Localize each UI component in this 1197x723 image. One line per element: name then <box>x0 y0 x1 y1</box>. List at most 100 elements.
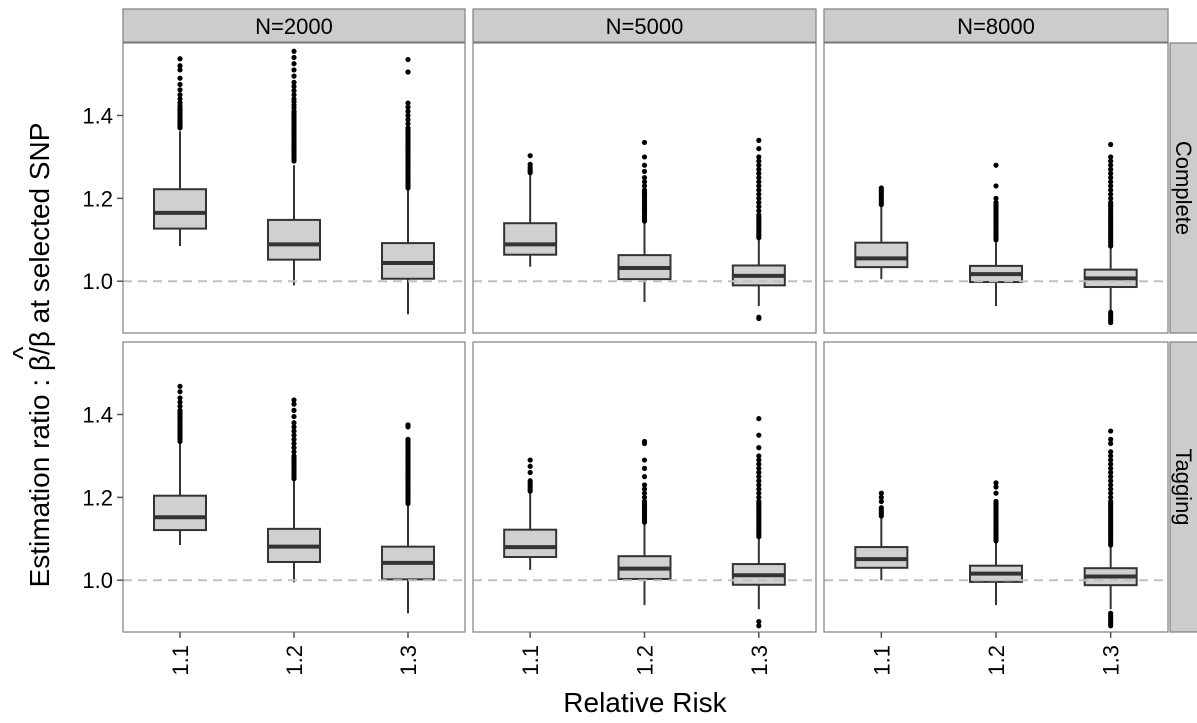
outlier-point <box>291 440 297 447</box>
panel-border <box>122 42 466 334</box>
outlier-point <box>1108 158 1114 164</box>
outlier-point <box>641 187 648 193</box>
outlier-point <box>527 469 533 476</box>
outlier-point <box>756 162 762 168</box>
outlier-point <box>177 63 183 69</box>
column-strip-bg <box>823 8 1169 43</box>
outlier-point <box>177 389 183 395</box>
box-iqr <box>267 218 321 261</box>
row-strip-label: Complete <box>1171 141 1196 235</box>
outlier-point <box>756 457 762 463</box>
outlier-point <box>993 183 999 189</box>
y-axis-title-suffix: /β at selected SNP <box>24 123 55 355</box>
box-tagging-n8000-1.3 <box>1083 428 1138 629</box>
outlier-point <box>1108 610 1114 616</box>
outlier-point <box>405 117 411 123</box>
outlier-point <box>1108 490 1114 496</box>
box-complete-n2000-1.2 <box>267 48 321 286</box>
box-tagging-n8000-1.2 <box>969 480 1023 606</box>
outlier-point <box>756 175 762 181</box>
outlier-point <box>177 407 183 413</box>
outlier-point <box>641 498 648 505</box>
outlier-point <box>1108 461 1114 467</box>
column-strip-label: N=2000 <box>255 14 333 39</box>
outlier-point <box>1108 154 1114 160</box>
x-tick-label: 1.3 <box>396 645 421 676</box>
outlier-point <box>756 314 762 320</box>
outlier-point <box>641 154 648 160</box>
outlier-point <box>756 486 762 492</box>
outlier-point <box>878 494 884 500</box>
outlier-point <box>291 436 297 442</box>
outlier-point <box>641 438 648 445</box>
outlier-point <box>527 161 533 167</box>
box-iqr <box>503 222 558 256</box>
outlier-point <box>641 482 648 488</box>
outlier-point <box>878 505 884 511</box>
outlier-point <box>177 56 183 62</box>
outlier-point <box>291 445 297 451</box>
outlier-point <box>756 461 762 467</box>
outlier-point <box>878 185 884 191</box>
outlier-point <box>1108 191 1114 197</box>
outlier-point <box>177 75 183 81</box>
box-iqr <box>153 188 207 230</box>
outlier-point <box>756 465 762 471</box>
outlier-point <box>756 212 762 218</box>
outlier-point <box>177 67 183 73</box>
outlier-point <box>756 146 762 152</box>
column-strip-label: N=5000 <box>606 14 684 39</box>
outlier-point <box>1108 195 1114 201</box>
box-tagging-n8000-1.1 <box>854 490 909 581</box>
outlier-point <box>177 403 183 409</box>
outlier-point <box>177 399 183 405</box>
box-tagging-n5000-1.2 <box>617 438 672 606</box>
marks-layer <box>123 48 1168 629</box>
outlier-point <box>1108 478 1114 484</box>
facet-strips: N=2000 N=5000 N=8000 Complete Tagging <box>122 8 1197 633</box>
box-complete-n8000-1.2 <box>969 162 1023 307</box>
outlier-point <box>993 480 999 486</box>
outlier-point <box>756 208 762 214</box>
box-iqr <box>153 494 207 532</box>
outlier-point <box>756 619 762 625</box>
outlier-point <box>1108 183 1114 189</box>
outlier-point <box>641 494 648 500</box>
y-axis-title-beta-hat: β <box>24 355 55 371</box>
outlier-point <box>641 486 648 492</box>
outlier-point <box>291 88 297 94</box>
outlier-point <box>1108 486 1114 492</box>
outlier-point <box>1108 179 1114 185</box>
outlier-point <box>641 139 648 146</box>
outlier-point <box>1108 309 1114 315</box>
outlier-point <box>291 96 297 102</box>
outlier-point <box>291 397 297 403</box>
outlier-point <box>993 498 999 505</box>
box-tagging-n2000-1.1 <box>153 383 207 545</box>
outlier-point <box>177 81 183 88</box>
outlier-point <box>527 457 533 463</box>
outlier-point <box>291 48 297 54</box>
outlier-point <box>756 170 762 177</box>
box-complete-n5000-1.3 <box>731 137 786 322</box>
x-tick-label: 1.2 <box>633 645 658 676</box>
outlier-point <box>291 453 297 459</box>
outlier-point <box>756 490 762 496</box>
outlier-point <box>1108 141 1114 148</box>
outlier-point <box>291 424 297 430</box>
y-tick-label: 1.2 <box>82 485 113 510</box>
box-iqr <box>854 241 909 269</box>
outlier-point <box>405 104 411 110</box>
outlier-point <box>756 154 762 160</box>
panel-border <box>823 42 1169 334</box>
outlier-point <box>177 92 183 98</box>
outlier-point <box>993 199 999 206</box>
outlier-point <box>756 445 762 451</box>
outlier-point <box>1108 465 1114 471</box>
outlier-point <box>756 195 762 201</box>
outlier-point <box>405 436 411 442</box>
outlier-point <box>1108 166 1114 172</box>
axes-layer: 1.0 1.2 1.4 1.0 1.2 1.4 1.1 1.2 1.3 1.1 1.2 1.3 1.1 1… <box>82 104 1123 676</box>
box-tagging-n2000-1.3 <box>381 422 435 614</box>
